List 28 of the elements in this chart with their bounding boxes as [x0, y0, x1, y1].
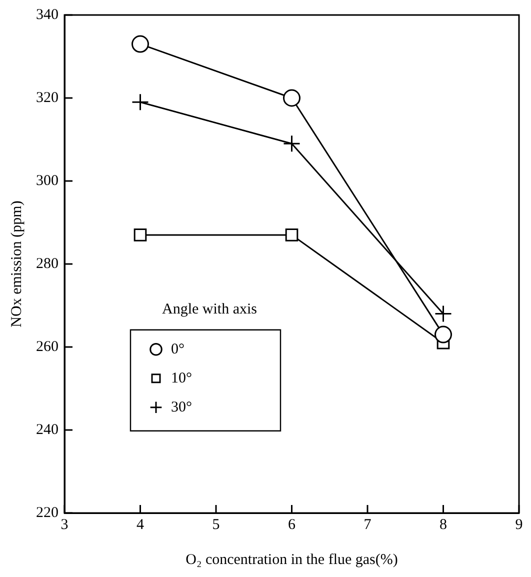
- point: [283, 134, 300, 152]
- y-tick-label: 320: [36, 90, 58, 106]
- y-tick-label: 260: [36, 338, 58, 355]
- x-tick-label: 8: [440, 516, 447, 533]
- x-tick-label: 5: [212, 516, 220, 533]
- point: [283, 89, 300, 107]
- point: [132, 93, 149, 111]
- legend-title: Angle with axis: [162, 301, 258, 318]
- y-tick-label: 220: [36, 504, 58, 521]
- y-tick-label: 300: [36, 172, 58, 189]
- point: [434, 305, 452, 323]
- y-tick-label: 280: [36, 256, 58, 272]
- legend-label: 30°: [171, 399, 192, 416]
- x-tick-label: 9: [515, 516, 523, 533]
- y-tick-label: 340: [36, 6, 58, 23]
- point: [132, 35, 149, 53]
- x-tick-label: 6: [288, 516, 296, 533]
- legend-label: 0°: [171, 341, 184, 358]
- point: [285, 228, 298, 242]
- point: [434, 326, 452, 344]
- x-tick-label: 4: [136, 516, 144, 533]
- point: [134, 228, 147, 242]
- x-axis-title: O₂ concentration in the flue gas(%): [186, 552, 398, 568]
- legend-label: 10°: [171, 370, 192, 386]
- y-axis-title: NOx emission (ppm): [8, 200, 25, 328]
- x-tick-label: 7: [364, 516, 372, 533]
- y-tick-label: 240: [36, 422, 58, 438]
- x-tick-label: 3: [60, 516, 68, 533]
